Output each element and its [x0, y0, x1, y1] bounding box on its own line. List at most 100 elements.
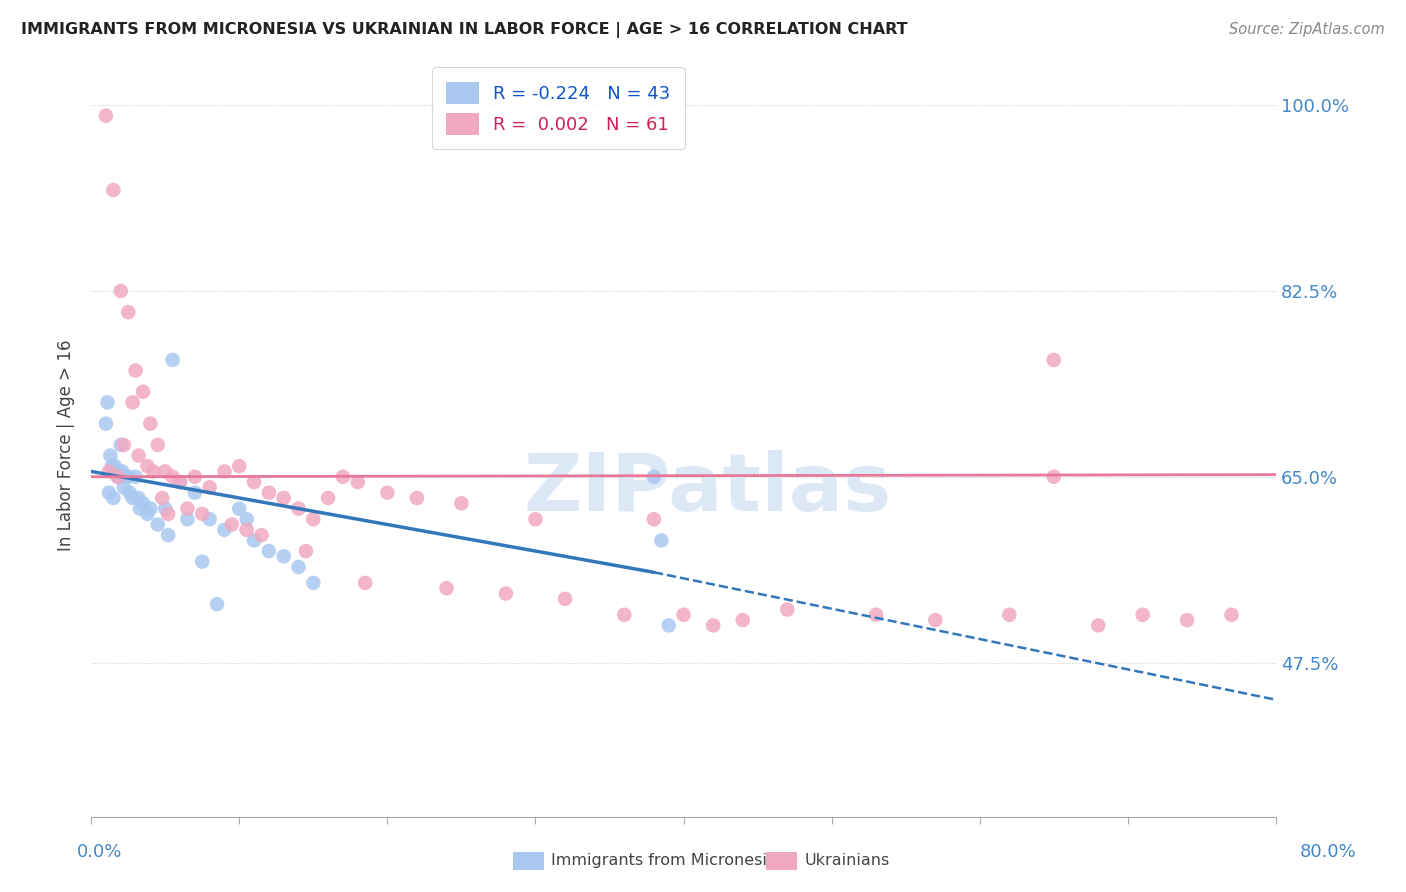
Point — [118, 485, 141, 500]
Point — [157, 507, 180, 521]
Point — [302, 512, 325, 526]
Point — [295, 544, 318, 558]
Point — [924, 613, 946, 627]
Point — [198, 480, 221, 494]
Point — [257, 544, 280, 558]
Point — [101, 459, 124, 474]
Point — [157, 528, 180, 542]
Point — [129, 501, 152, 516]
Point — [115, 469, 138, 483]
Point — [228, 459, 250, 474]
Point — [153, 501, 176, 516]
Point — [142, 465, 165, 479]
Point — [136, 459, 159, 474]
Point — [132, 384, 155, 399]
Point — [436, 581, 458, 595]
Point — [243, 533, 266, 548]
Legend: R = -0.224   N = 43, R =  0.002   N = 61: R = -0.224 N = 43, R = 0.002 N = 61 — [432, 68, 685, 149]
Point — [169, 475, 191, 489]
Point — [162, 469, 184, 483]
Point — [153, 465, 176, 479]
Text: 0.0%: 0.0% — [77, 843, 122, 861]
Point — [243, 475, 266, 489]
Point — [96, 395, 118, 409]
Text: 80.0%: 80.0% — [1301, 843, 1357, 861]
Text: Ukrainians: Ukrainians — [804, 854, 890, 868]
Point — [100, 449, 122, 463]
Point — [672, 607, 695, 622]
Point — [94, 417, 117, 431]
Point — [235, 523, 257, 537]
Point — [176, 501, 198, 516]
Point — [139, 417, 162, 431]
Point — [107, 469, 129, 483]
Point — [1132, 607, 1154, 622]
Point — [128, 449, 150, 463]
Point — [112, 438, 135, 452]
Point — [495, 586, 517, 600]
Point — [146, 517, 169, 532]
Point — [214, 465, 236, 479]
Point — [554, 591, 576, 606]
Point — [184, 469, 207, 483]
Point — [406, 491, 429, 505]
Point — [332, 469, 354, 483]
Point — [103, 183, 125, 197]
Point — [108, 465, 131, 479]
Point — [1043, 353, 1066, 368]
Text: Source: ZipAtlas.com: Source: ZipAtlas.com — [1229, 22, 1385, 37]
Point — [702, 618, 724, 632]
Point — [121, 491, 143, 505]
Point — [354, 576, 377, 591]
Point — [1175, 613, 1198, 627]
Point — [184, 485, 207, 500]
Y-axis label: In Labor Force | Age > 16: In Labor Force | Age > 16 — [58, 339, 75, 550]
Point — [776, 602, 799, 616]
Point — [124, 469, 146, 483]
Point — [228, 501, 250, 516]
Point — [191, 555, 214, 569]
Point — [731, 613, 754, 627]
Text: ZIPatlas: ZIPatlas — [523, 450, 891, 528]
Point — [214, 523, 236, 537]
Point — [110, 438, 132, 452]
Point — [273, 549, 295, 564]
Point — [132, 496, 155, 510]
Point — [124, 363, 146, 377]
Point — [97, 485, 120, 500]
Point — [643, 469, 665, 483]
Point — [1043, 469, 1066, 483]
Point — [198, 512, 221, 526]
Point — [128, 491, 150, 505]
Point — [450, 496, 472, 510]
Point — [94, 109, 117, 123]
Point — [1220, 607, 1243, 622]
Point — [110, 284, 132, 298]
Point — [176, 512, 198, 526]
Point — [111, 465, 134, 479]
Point — [103, 491, 125, 505]
Point — [287, 560, 309, 574]
Point — [221, 517, 243, 532]
Point — [377, 485, 399, 500]
Point — [117, 469, 139, 483]
Point — [104, 459, 127, 474]
Point — [865, 607, 887, 622]
Point — [643, 512, 665, 526]
Point — [191, 507, 214, 521]
Point — [139, 501, 162, 516]
Point — [316, 491, 339, 505]
Text: Immigrants from Micronesia: Immigrants from Micronesia — [551, 854, 778, 868]
Point — [273, 491, 295, 505]
Point — [257, 485, 280, 500]
Point — [658, 618, 681, 632]
Point — [136, 507, 159, 521]
Point — [150, 491, 173, 505]
Point — [346, 475, 368, 489]
Point — [524, 512, 547, 526]
Point — [112, 480, 135, 494]
Text: IMMIGRANTS FROM MICRONESIA VS UKRAINIAN IN LABOR FORCE | AGE > 16 CORRELATION CH: IMMIGRANTS FROM MICRONESIA VS UKRAINIAN … — [21, 22, 908, 38]
Point — [169, 475, 191, 489]
Point — [613, 607, 636, 622]
Point — [302, 576, 325, 591]
